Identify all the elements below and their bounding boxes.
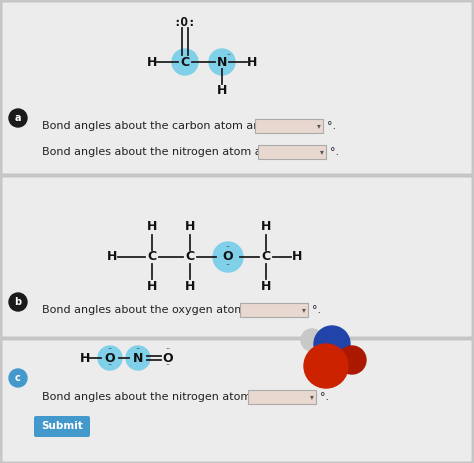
Circle shape [304,344,348,388]
FancyBboxPatch shape [258,145,326,159]
Circle shape [98,346,122,370]
Circle shape [9,109,27,127]
Circle shape [126,346,150,370]
Text: ··: ·· [225,262,231,270]
Text: C: C [262,250,271,263]
Circle shape [213,242,243,272]
Text: a: a [15,113,21,123]
Text: c: c [15,373,21,383]
Text: H: H [80,351,90,364]
Text: b: b [14,297,21,307]
Text: H: H [261,281,271,294]
Text: °.: °. [320,392,329,402]
Text: H: H [247,56,257,69]
Circle shape [9,369,27,387]
Text: N: N [217,56,227,69]
FancyBboxPatch shape [240,303,308,317]
Text: ··: ·· [108,345,113,355]
Text: H: H [217,83,227,96]
Text: ··: ·· [227,51,232,61]
Circle shape [301,329,323,351]
Text: C: C [185,250,194,263]
Text: H: H [292,250,302,263]
FancyBboxPatch shape [2,340,472,462]
Text: H: H [107,250,117,263]
FancyBboxPatch shape [2,2,472,174]
Text: ··: ·· [165,362,171,370]
Text: H: H [147,220,157,233]
Text: °.: °. [312,305,321,315]
Circle shape [172,49,198,75]
Text: H: H [147,56,157,69]
Text: °.: °. [327,121,336,131]
Text: ▾: ▾ [317,121,321,131]
Circle shape [338,346,366,374]
Text: °.: °. [330,147,339,157]
Text: ··: ·· [108,362,113,370]
FancyBboxPatch shape [255,119,323,133]
Text: ▾: ▾ [302,306,306,314]
Text: H: H [261,220,271,233]
Text: Bond angles about the carbon atom are: Bond angles about the carbon atom are [42,121,264,131]
Circle shape [209,49,235,75]
Text: ▾: ▾ [310,393,314,401]
Text: ··: ·· [136,345,141,355]
Text: C: C [181,56,190,69]
Text: :O:: :O: [174,15,196,29]
Text: ··: ·· [225,244,231,252]
Text: Bond angles about the oxygen atom are: Bond angles about the oxygen atom are [42,305,267,315]
Text: H: H [185,220,195,233]
Text: Submit: Submit [41,421,83,431]
Text: ··: ·· [165,345,171,355]
FancyBboxPatch shape [248,390,316,404]
FancyBboxPatch shape [2,177,472,337]
Circle shape [314,326,350,362]
Text: O: O [105,351,115,364]
Text: N: N [133,351,143,364]
Circle shape [9,293,27,311]
Text: H: H [147,281,157,294]
Text: H: H [185,281,195,294]
Text: C: C [147,250,156,263]
Text: Bond angles about the nitrogen atom are: Bond angles about the nitrogen atom are [42,147,273,157]
Text: O: O [163,351,173,364]
Text: ▾: ▾ [320,148,324,156]
Text: Bond angles about the nitrogen atom are: Bond angles about the nitrogen atom are [42,392,273,402]
FancyBboxPatch shape [34,416,90,437]
Text: O: O [223,250,233,263]
